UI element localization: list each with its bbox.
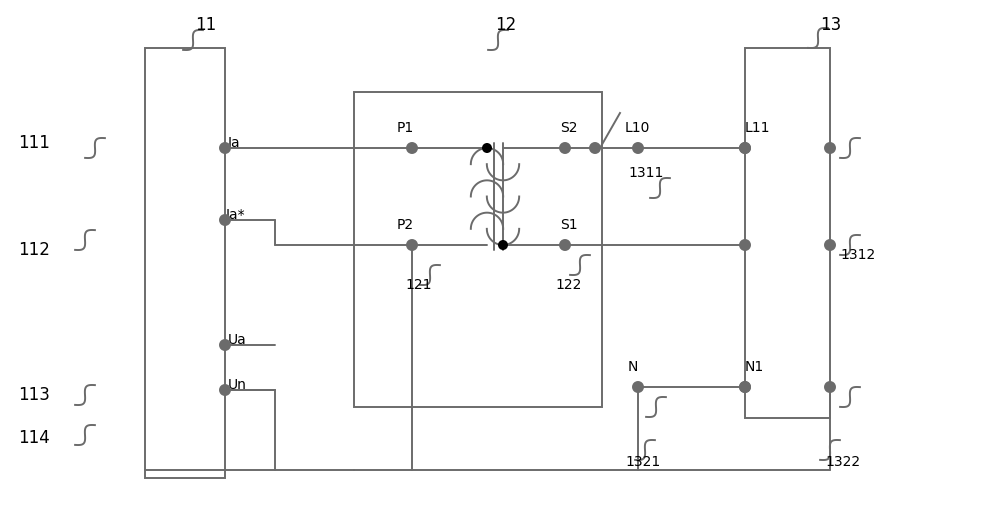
Circle shape	[220, 340, 230, 350]
Text: Un: Un	[228, 378, 247, 392]
Circle shape	[740, 240, 750, 250]
Circle shape	[740, 143, 750, 153]
Text: 13: 13	[820, 16, 841, 34]
Text: S2: S2	[560, 121, 578, 135]
Circle shape	[220, 385, 230, 395]
Circle shape	[740, 143, 750, 153]
Circle shape	[498, 240, 508, 250]
Circle shape	[560, 143, 570, 153]
Text: Ia: Ia	[228, 136, 241, 150]
Circle shape	[220, 143, 230, 153]
Text: 1311: 1311	[628, 166, 663, 180]
Circle shape	[825, 143, 835, 153]
Circle shape	[407, 143, 417, 153]
Circle shape	[825, 382, 835, 392]
Circle shape	[740, 382, 750, 392]
Text: 1322: 1322	[825, 455, 860, 469]
Text: Ua: Ua	[228, 333, 247, 347]
Text: P1: P1	[397, 121, 414, 135]
Text: 121: 121	[405, 278, 432, 292]
Circle shape	[633, 382, 643, 392]
Circle shape	[482, 143, 492, 153]
Text: 113: 113	[18, 386, 50, 404]
Text: 122: 122	[555, 278, 581, 292]
Bar	[354, 92, 602, 407]
Text: 114: 114	[18, 429, 50, 447]
Text: 1312: 1312	[840, 248, 875, 262]
Text: L10: L10	[625, 121, 650, 135]
Text: P2: P2	[397, 218, 414, 232]
Text: Ia*: Ia*	[226, 208, 246, 222]
Circle shape	[220, 215, 230, 225]
Circle shape	[590, 143, 600, 153]
Text: S1: S1	[560, 218, 578, 232]
Text: 112: 112	[18, 241, 50, 259]
Circle shape	[560, 240, 570, 250]
Bar	[145, 48, 225, 478]
Circle shape	[633, 143, 643, 153]
Text: 11: 11	[195, 16, 216, 34]
Circle shape	[740, 382, 750, 392]
Text: L11: L11	[745, 121, 770, 135]
Text: 1321: 1321	[625, 455, 660, 469]
Text: N: N	[628, 360, 638, 374]
Circle shape	[407, 240, 417, 250]
Bar	[745, 48, 830, 418]
Text: 111: 111	[18, 134, 50, 152]
Text: N1: N1	[745, 360, 764, 374]
Text: 12: 12	[495, 16, 516, 34]
Circle shape	[825, 240, 835, 250]
